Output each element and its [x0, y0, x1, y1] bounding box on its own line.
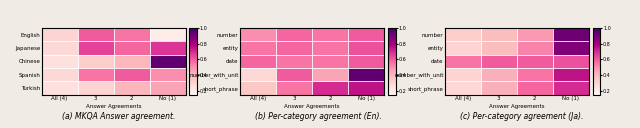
- Text: (c) Per-category agreement (Ja).: (c) Per-category agreement (Ja).: [460, 112, 583, 121]
- X-axis label: Answer Agreements: Answer Agreements: [489, 104, 545, 109]
- X-axis label: Answer Agreements: Answer Agreements: [86, 104, 141, 109]
- Text: (a) MKQA Answer agreement.: (a) MKQA Answer agreement.: [61, 112, 175, 121]
- Text: (b) Per-category agreement (En).: (b) Per-category agreement (En).: [255, 112, 381, 121]
- X-axis label: Answer Agreements: Answer Agreements: [284, 104, 340, 109]
